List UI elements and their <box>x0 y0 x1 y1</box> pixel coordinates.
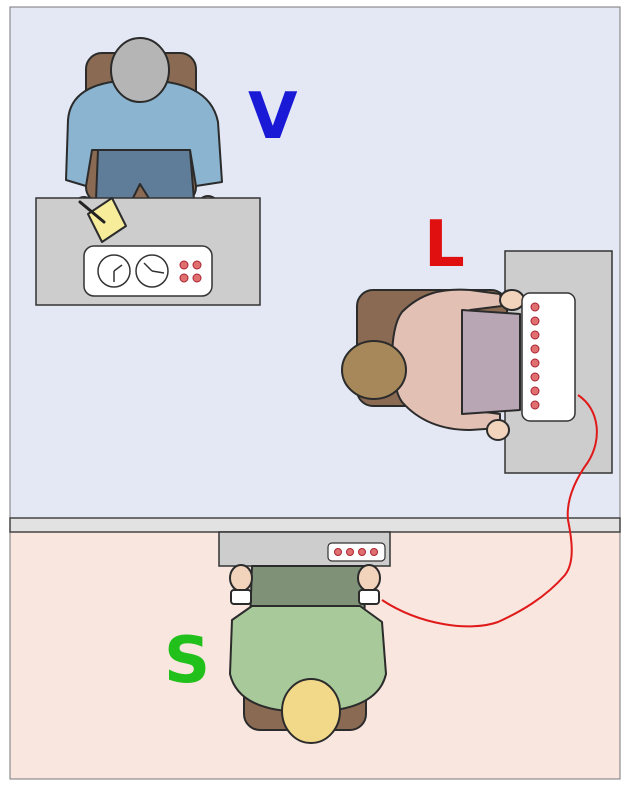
button-light <box>530 386 540 396</box>
electrode-wire <box>381 394 598 628</box>
button-light <box>530 358 540 368</box>
learner-legs <box>461 309 521 415</box>
experimenter-buttons <box>179 260 202 283</box>
button-light <box>192 260 202 270</box>
button-light <box>530 330 540 340</box>
learner-upper-hand <box>499 289 525 311</box>
experimenter-pen <box>78 200 106 224</box>
subject-right-hand <box>357 564 381 592</box>
learner-head <box>341 340 407 400</box>
button-light <box>192 273 202 283</box>
learner-label: L <box>424 208 465 282</box>
button-light <box>334 548 342 556</box>
dividing-wall <box>9 517 621 533</box>
experimenter-torso <box>65 79 223 187</box>
learner-lower-hand <box>486 419 510 441</box>
button-light <box>530 372 540 382</box>
experimenter-head <box>110 37 170 103</box>
subject-left-hand <box>229 564 253 592</box>
button-light <box>530 344 540 354</box>
clock-icon <box>97 254 131 288</box>
experimenter-label: V <box>248 80 298 154</box>
subject-head <box>281 678 341 744</box>
learner-button-panel <box>521 292 576 422</box>
button-light <box>179 260 189 270</box>
subject-left-wristband <box>230 589 252 605</box>
learner-buttons <box>530 302 540 410</box>
subject-right-wristband <box>358 589 380 605</box>
button-light <box>370 548 378 556</box>
button-light <box>179 273 189 283</box>
subject-button-panel <box>327 542 386 562</box>
button-light <box>346 548 354 556</box>
experimenter-notepad <box>87 197 127 243</box>
learner-figure <box>341 288 525 441</box>
subject-label: S <box>164 624 210 698</box>
experimenter-legs <box>95 149 195 201</box>
button-light <box>530 400 540 410</box>
subject-buttons <box>334 548 378 556</box>
timer-icon <box>135 254 169 288</box>
subject-figure <box>229 564 387 744</box>
button-light <box>530 302 540 312</box>
button-light <box>358 548 366 556</box>
button-light <box>530 316 540 326</box>
